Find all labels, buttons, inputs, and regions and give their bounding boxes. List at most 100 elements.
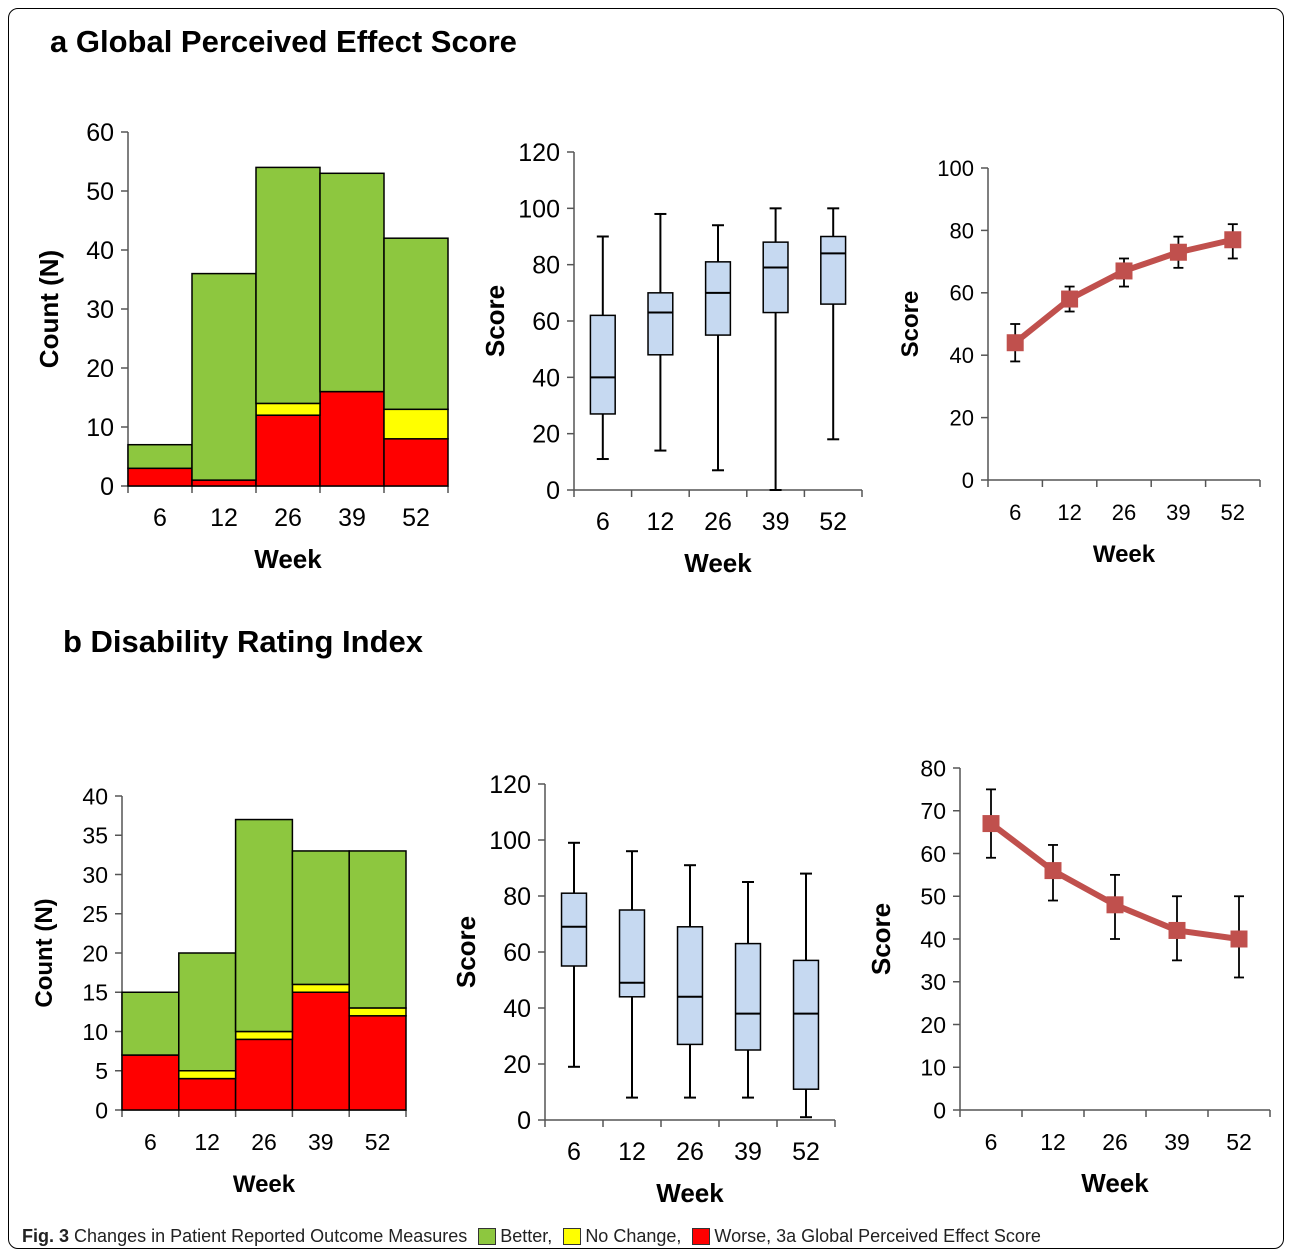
bar-segment-worse <box>127 467 193 487</box>
bar-segment-better <box>255 166 321 405</box>
bar-segment-worse <box>348 1015 407 1111</box>
dri-mean-line-chart: 0 10 20 30 40 50 60 70 80 6 12 26 39 52 Week Score <box>866 755 1271 1198</box>
x-tick-label: 39 <box>734 1138 762 1166</box>
mean-line <box>1012 236 1236 346</box>
x-tick-label: 52 <box>365 1129 391 1155</box>
y-tick-label: 0 <box>546 477 560 505</box>
y-axis-title: Count (N) <box>34 250 64 368</box>
x-axis-title: Week <box>1081 1168 1149 1198</box>
x-tick-label: 39 <box>762 508 790 536</box>
box-iqr <box>762 241 789 314</box>
box-iqr <box>704 261 732 336</box>
x-tick-label: 52 <box>819 508 847 536</box>
x-axis-title: Week <box>233 1171 296 1198</box>
x-tick-label: 52 <box>1221 500 1245 525</box>
legend-label-better: Better, <box>500 1226 553 1246</box>
x-tick-label: 39 <box>338 504 366 532</box>
x-tick-label: 26 <box>704 508 732 536</box>
x-tick-label: 6 <box>985 1129 998 1155</box>
y-axis-title: Score <box>451 916 481 988</box>
bar-segment-no-change <box>383 408 449 440</box>
panel-b-title: b Disability Rating Index <box>63 624 423 659</box>
y-tick-label: 120 <box>489 771 531 799</box>
box-iqr <box>560 892 588 967</box>
mean-point <box>1044 862 1062 880</box>
figure-frame <box>8 8 1284 1249</box>
x-tick-label: 12 <box>618 1138 646 1166</box>
dri-box-plot: 0 20 40 60 80 100 120 6 12 26 39 52 Week Score <box>451 771 836 1208</box>
y-tick-label: 0 <box>100 473 114 501</box>
y-tick-label: 0 <box>933 1097 946 1123</box>
x-tick-label: 26 <box>676 1138 704 1166</box>
x-tick-label: 12 <box>646 508 674 536</box>
mean-point <box>1168 921 1186 939</box>
bar-segment-better <box>127 443 193 470</box>
y-tick-label: 70 <box>920 798 946 824</box>
bar-segment-better <box>348 850 407 1009</box>
y-tick-label: 30 <box>82 862 108 888</box>
bar-segment-no-change <box>348 1007 407 1017</box>
bar-segment-worse <box>383 438 449 487</box>
y-tick-label: 100 <box>489 827 531 855</box>
x-tick-label: 12 <box>194 1129 220 1155</box>
box-iqr <box>734 942 762 1051</box>
y-tick-label: 40 <box>950 343 974 368</box>
legend-swatch-worse <box>692 1228 711 1245</box>
x-tick-label: 6 <box>596 508 610 536</box>
x-tick-label: 26 <box>1112 500 1136 525</box>
bar-segment-better <box>291 850 350 986</box>
figure-caption: Fig. 3 Changes in Patient Reported Outco… <box>22 1226 1282 1256</box>
mean-point <box>1106 896 1124 914</box>
bar-segment-better <box>178 952 237 1072</box>
bar-segment-worse <box>191 479 257 487</box>
y-tick-label: 60 <box>86 119 114 147</box>
y-tick-label: 10 <box>920 1055 946 1081</box>
y-tick-label: 20 <box>920 1012 946 1038</box>
x-axis-title: Week <box>656 1178 724 1208</box>
y-tick-label: 20 <box>950 406 974 431</box>
y-tick-label: 30 <box>86 296 114 324</box>
y-tick-label: 50 <box>86 178 114 206</box>
legend-label-no-change: No Change, <box>585 1226 682 1246</box>
x-tick-label: 6 <box>567 1138 581 1166</box>
x-tick-label: 39 <box>1164 1129 1190 1155</box>
y-tick-label: 20 <box>82 940 108 966</box>
bar-segment-worse <box>234 1038 294 1111</box>
x-tick-label: 26 <box>251 1129 277 1155</box>
x-tick-label: 12 <box>1040 1129 1066 1155</box>
y-tick-label: 100 <box>518 195 560 223</box>
y-tick-label: 60 <box>503 939 531 967</box>
legend-swatch-no-change <box>563 1228 582 1245</box>
bar-segment-better <box>234 818 294 1033</box>
bar-segment-better <box>383 237 449 411</box>
panel-a-title: a Global Perceived Effect Score <box>50 24 517 59</box>
y-tick-label: 80 <box>503 883 531 911</box>
box-iqr <box>647 292 674 356</box>
mean-point <box>1169 243 1187 261</box>
x-axis-title: Week <box>1093 541 1156 568</box>
y-tick-label: 15 <box>82 980 108 1006</box>
y-tick-label: 80 <box>920 755 946 781</box>
y-axis-title: Score <box>866 903 896 975</box>
y-tick-label: 40 <box>82 783 108 809</box>
x-tick-label: 52 <box>792 1138 820 1166</box>
y-tick-label: 10 <box>86 414 114 442</box>
mean-point <box>1115 262 1133 280</box>
caption-text: Changes in Patient Reported Outcome Meas… <box>74 1226 468 1246</box>
x-tick-label: 52 <box>1226 1129 1252 1155</box>
mean-point <box>1224 231 1242 249</box>
y-tick-label: 50 <box>920 884 946 910</box>
bar-segment-worse <box>291 991 350 1111</box>
x-tick-label: 6 <box>153 504 167 532</box>
y-tick-label: 40 <box>532 364 560 392</box>
y-tick-label: 20 <box>532 421 560 449</box>
gpe-box-plot: 0 20 40 60 80 100 120 6 12 26 39 52 Week Score <box>480 139 863 578</box>
y-tick-label: 10 <box>82 1019 108 1045</box>
box-iqr <box>589 314 616 415</box>
bar-segment-better <box>191 272 257 481</box>
bar-segment-worse <box>178 1077 237 1111</box>
x-tick-label: 26 <box>1102 1129 1128 1155</box>
box-iqr <box>676 926 704 1046</box>
y-tick-label: 35 <box>82 823 108 849</box>
gpe-mean-line-chart: 0 20 40 60 80 100 6 12 26 39 52 Week Score <box>897 156 1261 568</box>
